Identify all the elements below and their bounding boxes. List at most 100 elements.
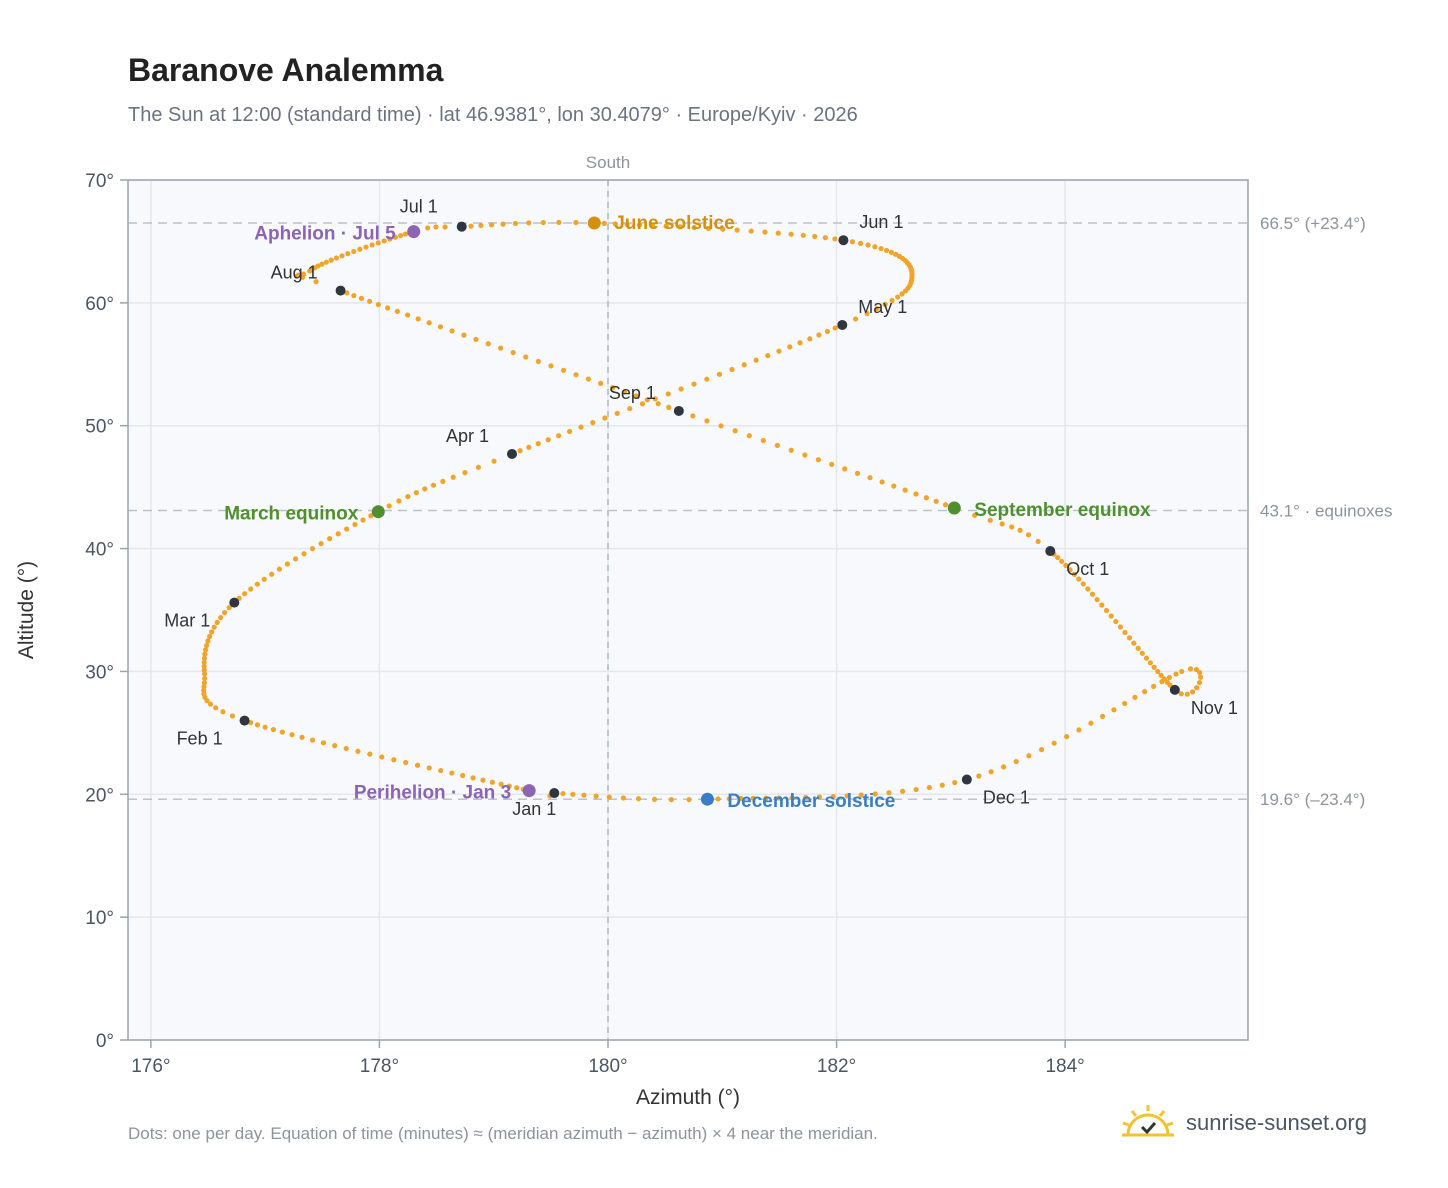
daily-sun-dot: [1196, 679, 1203, 686]
daily-sun-dot: [900, 788, 906, 794]
daily-sun-dot: [254, 581, 260, 587]
daily-sun-dot: [663, 223, 669, 229]
daily-sun-dot: [913, 491, 919, 497]
event-markers: June solstice December solstice March equi…: [224, 213, 1151, 812]
event-marker: [407, 225, 421, 239]
daily-sun-dot: [426, 765, 432, 771]
daily-sun-dot: [1147, 660, 1153, 666]
daily-sun-dot: [748, 228, 754, 234]
daily-sun-dot: [797, 340, 803, 346]
daily-sun-dot: [323, 259, 329, 265]
daily-sun-dot: [440, 478, 446, 485]
daily-sun-dot: [1122, 700, 1128, 707]
daily-sun-dot: [812, 233, 818, 240]
daily-sun-dot: [1158, 672, 1164, 678]
y-tick-label: 0°: [96, 1031, 114, 1052]
event-label: March equinox: [224, 504, 359, 525]
y-tick-label: 40°: [85, 540, 114, 561]
month-marker: [1045, 546, 1056, 557]
daily-sun-dot: [284, 561, 290, 567]
daily-sun-dot: [357, 246, 363, 252]
daily-sun-dot: [449, 770, 455, 776]
daily-sun-dot: [1071, 571, 1077, 577]
daily-sun-dot: [480, 777, 486, 783]
daily-sun-dot: [864, 310, 870, 317]
event-label: September equinox: [974, 500, 1151, 521]
daily-sun-dot: [1009, 524, 1015, 530]
event-marker: [587, 216, 601, 230]
daily-sun-dot: [1189, 689, 1196, 695]
daily-sun-dot: [999, 521, 1005, 527]
daily-sun-dot: [976, 773, 982, 779]
daily-sun-dot: [211, 624, 217, 630]
month-marker-label: Sep 1: [609, 383, 656, 403]
daily-sun-dot: [1080, 581, 1086, 587]
daily-sun-dot: [621, 389, 628, 395]
daily-sun-dot: [517, 448, 523, 454]
daily-sun-dot: [614, 410, 620, 416]
daily-sun-dot: [1131, 640, 1137, 646]
reference-line-label: 19.6° (–23.4°): [1260, 790, 1365, 809]
daily-sun-dot: [830, 793, 836, 800]
daily-sun-dot: [763, 795, 769, 801]
daily-sun-dot: [248, 586, 254, 592]
daily-sun-dot: [201, 684, 207, 690]
month-marker: [961, 774, 972, 785]
daily-sun-dot: [593, 793, 599, 799]
daily-sun-dot: [788, 447, 794, 453]
daily-sun-dot: [254, 722, 261, 728]
daily-sun-dot: [475, 464, 482, 470]
daily-sun-dot: [913, 786, 919, 793]
daily-sun-dot: [844, 793, 850, 799]
daily-sun-dot: [686, 796, 692, 803]
daily-sun-dot: [318, 541, 324, 547]
daily-sun-dot: [1064, 733, 1070, 740]
daily-sun-dot: [858, 792, 864, 798]
daily-sun-dot: [1001, 764, 1007, 770]
brand[interactable]: sunrise-sunset.org: [1120, 1100, 1367, 1146]
daily-sun-dot: [639, 401, 646, 407]
daily-sun-dot: [1013, 758, 1019, 765]
daily-sun-dot: [355, 748, 361, 754]
daily-sun-dot: [229, 713, 236, 719]
daily-sun-dot: [665, 391, 671, 397]
daily-sun-dot: [358, 295, 365, 301]
daily-sun-dot: [578, 424, 584, 430]
daily-sun-dot: [205, 638, 211, 644]
daily-sun-dot: [612, 221, 618, 227]
daily-sun-dot: [556, 433, 562, 439]
month-marker-label: Jan 1: [512, 799, 556, 819]
daily-sun-dot: [352, 521, 358, 528]
brand-name: sunrise-sunset.org: [1186, 1110, 1367, 1135]
daily-sun-dot: [651, 796, 658, 802]
daily-sun-dot: [832, 325, 838, 331]
month-marker-label: Nov 1: [1191, 698, 1238, 718]
daily-sun-dot: [716, 371, 723, 377]
daily-sun-dot: [789, 795, 795, 801]
y-tick-label: 60°: [85, 294, 114, 315]
daily-sun-dot: [1111, 707, 1117, 713]
daily-sun-dot: [889, 297, 895, 304]
daily-sun-dot: [886, 790, 892, 796]
daily-sun-dot: [335, 531, 341, 537]
daily-sun-dot: [775, 230, 781, 236]
daily-sun-dot: [800, 232, 806, 238]
daily-sun-dot: [201, 680, 207, 686]
daily-sun-dot: [1132, 694, 1138, 700]
daily-sun-dot: [677, 224, 683, 230]
daily-sun-dot: [242, 591, 248, 597]
daily-sun-dot: [506, 783, 512, 789]
event-label: Perihelion · Jan 3: [354, 783, 511, 804]
daily-sun-dot: [386, 503, 392, 509]
daily-sun-dot: [488, 222, 495, 228]
month-marker-label: Mar 1: [164, 611, 210, 631]
daily-sun-dot: [1179, 668, 1185, 675]
month-marker: [456, 221, 467, 232]
daily-sun-dot: [765, 352, 771, 359]
daily-sun-dot: [933, 498, 939, 504]
daily-sun-dot: [560, 367, 567, 373]
daily-sun-dot: [987, 517, 993, 523]
daily-sun-dot: [548, 363, 554, 369]
daily-sun-dot: [307, 268, 313, 274]
daily-sun-dot: [269, 571, 275, 577]
